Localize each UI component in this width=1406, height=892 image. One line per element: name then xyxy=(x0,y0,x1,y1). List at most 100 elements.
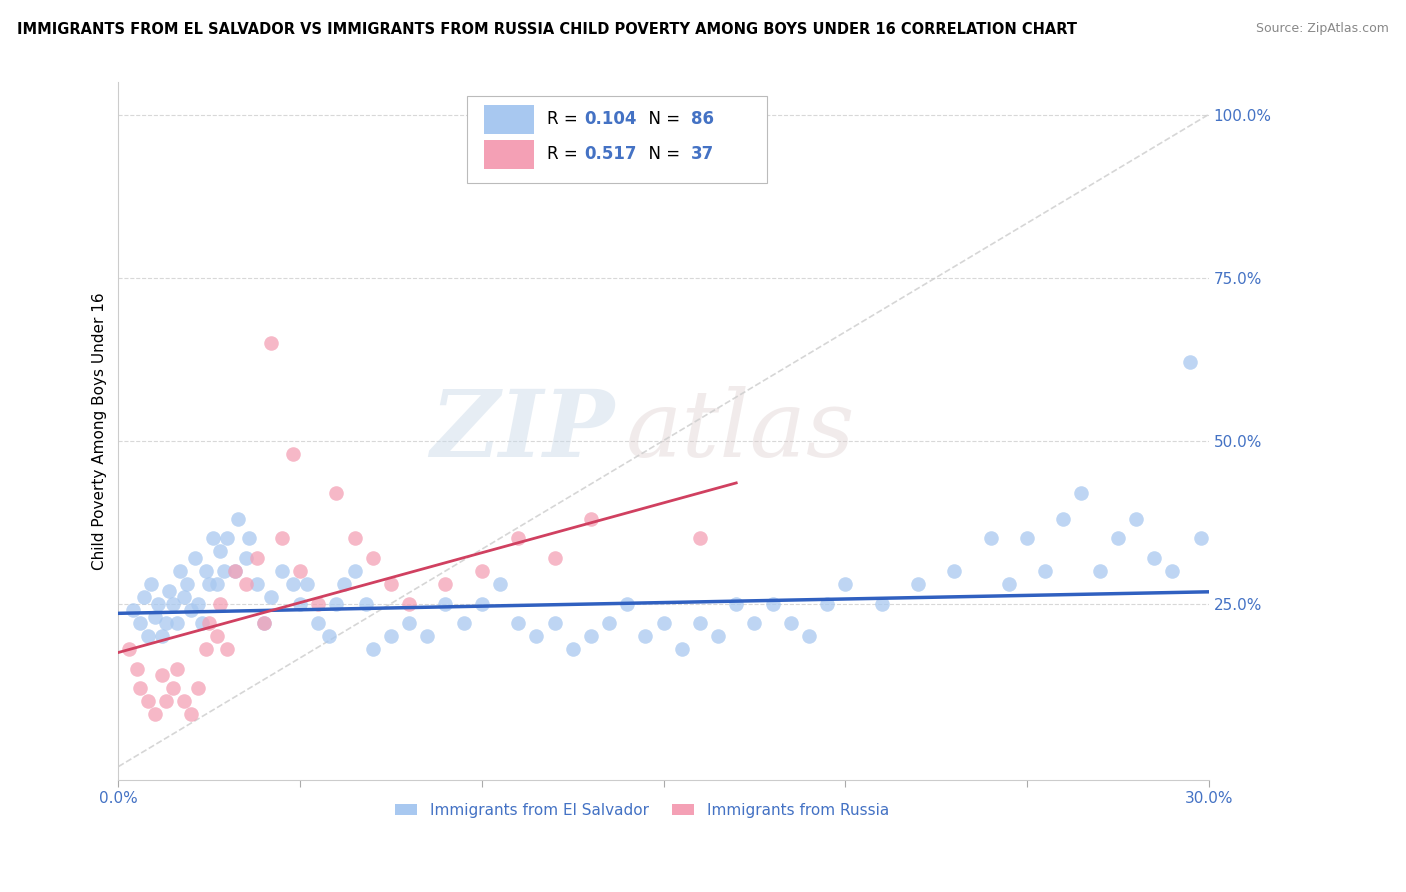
Point xyxy=(689,616,711,631)
Text: 37: 37 xyxy=(690,145,714,162)
Point xyxy=(187,681,209,696)
Point xyxy=(707,629,730,643)
Point xyxy=(288,564,311,578)
Point xyxy=(155,694,177,708)
Text: 86: 86 xyxy=(690,110,714,128)
Point xyxy=(318,629,340,643)
Point xyxy=(508,616,530,631)
Text: N =: N = xyxy=(638,145,686,162)
Point xyxy=(260,335,283,350)
FancyBboxPatch shape xyxy=(467,95,768,183)
Legend: Immigrants from El Salvador, Immigrants from Russia: Immigrants from El Salvador, Immigrants … xyxy=(388,797,896,824)
Point xyxy=(217,532,239,546)
Point xyxy=(224,564,246,578)
Point xyxy=(129,681,152,696)
Point xyxy=(271,564,294,578)
Point xyxy=(194,642,217,657)
Point xyxy=(297,577,319,591)
Point xyxy=(245,577,267,591)
Point xyxy=(224,564,246,578)
Point xyxy=(198,616,221,631)
Point xyxy=(281,577,304,591)
Point xyxy=(281,446,304,460)
Point xyxy=(1107,532,1129,546)
Point xyxy=(187,597,209,611)
Point xyxy=(217,642,239,657)
Point xyxy=(579,629,602,643)
Point xyxy=(253,616,276,631)
Text: 0.104: 0.104 xyxy=(583,110,637,128)
Point xyxy=(1088,564,1111,578)
Point xyxy=(228,512,250,526)
Point xyxy=(150,629,173,643)
Point xyxy=(173,590,195,604)
Point xyxy=(398,597,420,611)
Point xyxy=(136,629,159,643)
Point xyxy=(122,603,145,617)
Point xyxy=(307,616,329,631)
Point xyxy=(471,564,494,578)
Point xyxy=(129,616,152,631)
Point xyxy=(1189,532,1212,546)
Text: R =: R = xyxy=(547,145,583,162)
Point xyxy=(162,681,184,696)
Point xyxy=(671,642,693,657)
Point xyxy=(245,550,267,565)
Point xyxy=(150,668,173,682)
Point xyxy=(744,616,766,631)
Point xyxy=(779,616,801,631)
Point xyxy=(325,597,347,611)
Point xyxy=(543,550,565,565)
Point xyxy=(980,532,1002,546)
Point xyxy=(191,616,214,631)
Point xyxy=(380,577,402,591)
Point xyxy=(271,532,294,546)
Point xyxy=(184,550,207,565)
Point xyxy=(205,629,228,643)
Point xyxy=(634,629,657,643)
Point xyxy=(125,662,148,676)
Point xyxy=(489,577,512,591)
Text: N =: N = xyxy=(638,110,686,128)
Point xyxy=(1161,564,1184,578)
Text: Source: ZipAtlas.com: Source: ZipAtlas.com xyxy=(1256,22,1389,36)
Point xyxy=(453,616,475,631)
Point xyxy=(235,577,257,591)
Text: ZIP: ZIP xyxy=(430,385,614,475)
Point xyxy=(325,485,347,500)
Point xyxy=(943,564,966,578)
Point xyxy=(201,532,224,546)
Point xyxy=(471,597,494,611)
Point xyxy=(157,583,180,598)
FancyBboxPatch shape xyxy=(484,105,534,134)
Point xyxy=(141,577,163,591)
Point xyxy=(288,597,311,611)
Point xyxy=(524,629,547,643)
Point xyxy=(209,597,232,611)
Point xyxy=(434,577,457,591)
Point xyxy=(180,707,202,722)
Point xyxy=(416,629,439,643)
Point xyxy=(343,532,366,546)
FancyBboxPatch shape xyxy=(484,140,534,169)
Point xyxy=(380,629,402,643)
Text: atlas: atlas xyxy=(626,385,855,475)
Point xyxy=(343,564,366,578)
Point xyxy=(361,642,384,657)
Text: IMMIGRANTS FROM EL SALVADOR VS IMMIGRANTS FROM RUSSIA CHILD POVERTY AMONG BOYS U: IMMIGRANTS FROM EL SALVADOR VS IMMIGRANT… xyxy=(17,22,1077,37)
Point xyxy=(907,577,929,591)
Point xyxy=(561,642,583,657)
Point xyxy=(598,616,620,631)
Point xyxy=(194,564,217,578)
Point xyxy=(307,597,329,611)
Point xyxy=(1052,512,1074,526)
Point xyxy=(834,577,856,591)
Point xyxy=(361,550,384,565)
Point xyxy=(155,616,177,631)
Point xyxy=(136,694,159,708)
Point xyxy=(997,577,1019,591)
Point xyxy=(173,694,195,708)
Point xyxy=(398,616,420,631)
Point xyxy=(1070,485,1092,500)
Point xyxy=(143,707,166,722)
